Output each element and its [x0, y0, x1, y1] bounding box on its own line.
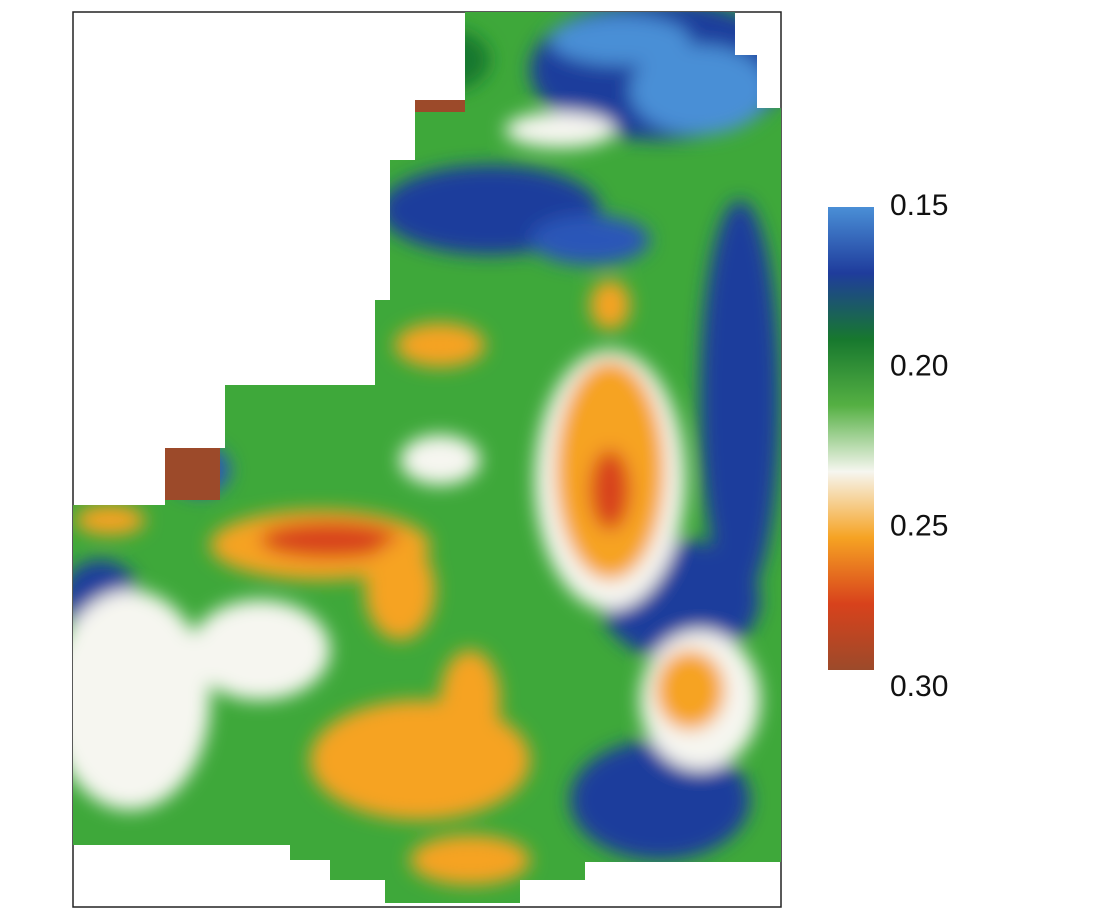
colorbar-tick-label: 0.25 — [890, 510, 948, 543]
colorbar-tick-label: 0.15 — [890, 189, 948, 222]
colorbar-tick-label: 0.30 — [890, 670, 948, 703]
colorbar-tick-label: 0.20 — [890, 349, 948, 382]
colorbar — [828, 207, 874, 670]
